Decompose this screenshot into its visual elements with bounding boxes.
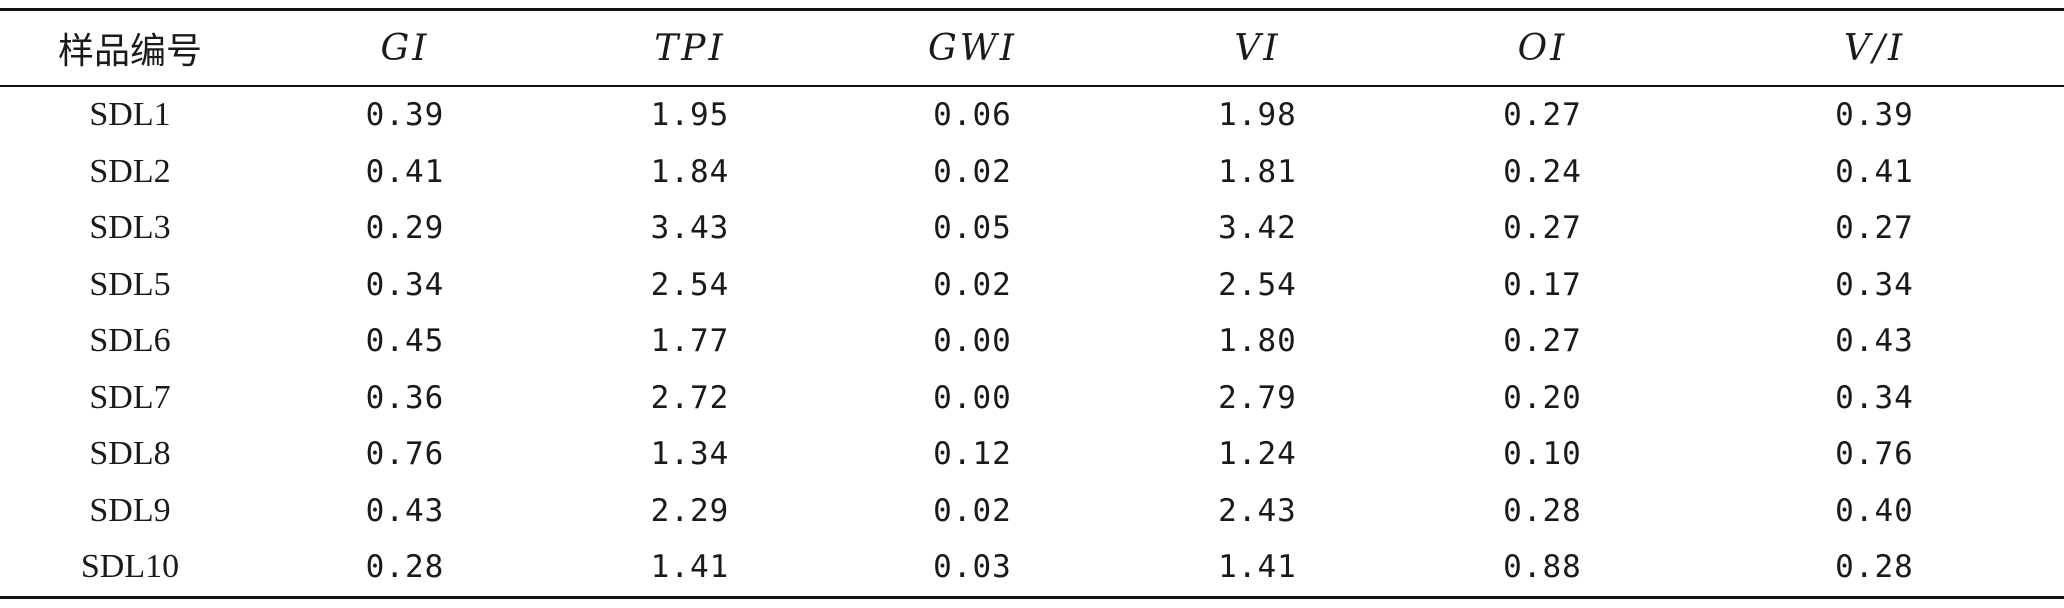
cell-gi: 0.43 [365,492,445,529]
header-row: 样品编号 GI TPI GWI VI OI V/I [0,9,2064,86]
cell-gwi: 0.03 [933,549,1012,586]
cell-oi: 0.27 [1503,323,1582,360]
table-row: SDL1 0.39 1.95 0.06 1.98 0.27 0.39 [0,86,2064,144]
cell-oi: 0.88 [1503,549,1582,586]
cell-v-over-i: 0.76 [1835,436,1914,473]
cell-gwi: 0.00 [933,323,1012,360]
cell-tpi: 2.29 [650,492,730,529]
cell-gi: 0.36 [365,379,445,416]
cell-v-over-i: 0.34 [1835,379,1914,416]
cell-sample-id: SDL7 [89,378,171,416]
cell-vi: 2.43 [1218,492,1297,529]
cell-tpi: 1.77 [650,323,730,360]
header-oi: OI [1517,27,1568,69]
cell-gwi: 0.02 [933,153,1012,190]
cell-sample-id: SDL9 [89,491,171,529]
cell-oi: 0.24 [1503,153,1582,190]
cell-v-over-i: 0.34 [1835,266,1914,303]
cell-tpi: 2.72 [650,379,730,416]
cell-v-over-i: 0.41 [1835,153,1914,190]
cell-gi: 0.45 [365,323,445,360]
cell-gwi: 0.12 [933,436,1012,473]
cell-oi: 0.27 [1503,97,1582,134]
index-table: 样品编号 GI TPI GWI VI OI V/I SDL1 0.39 1.95… [0,8,2064,599]
cell-sample-id: SDL8 [89,435,171,473]
cell-tpi: 1.41 [650,549,730,586]
table-row: SDL2 0.41 1.84 0.02 1.81 0.24 0.41 [0,144,2064,201]
cell-v-over-i: 0.28 [1835,549,1914,586]
cell-vi: 1.24 [1218,436,1297,473]
cell-v-over-i: 0.27 [1835,210,1914,247]
table-row: SDL10 0.28 1.41 0.03 1.41 0.88 0.28 [0,539,2064,597]
table-header: 样品编号 GI TPI GWI VI OI V/I [0,9,2064,86]
cell-gi: 0.29 [365,210,445,247]
cell-tpi: 1.34 [650,436,730,473]
header-tpi: TPI [654,27,726,69]
cell-tpi: 1.95 [650,97,730,134]
cell-sample-id: SDL3 [89,209,171,247]
cell-vi: 1.80 [1218,323,1297,360]
header-sample-id: 样品编号 [57,31,202,72]
cell-gwi: 0.02 [933,492,1012,529]
cell-gwi: 0.06 [933,97,1012,134]
cell-gi: 0.39 [365,97,445,134]
cell-vi: 1.98 [1218,97,1297,134]
cell-gi: 0.76 [365,436,445,473]
cell-tpi: 3.43 [650,210,730,247]
cell-tpi: 2.54 [650,266,730,303]
cell-sample-id: SDL2 [89,152,171,190]
table-row: SDL8 0.76 1.34 0.12 1.24 0.10 0.76 [0,426,2064,483]
table-row: SDL3 0.29 3.43 0.05 3.42 0.27 0.27 [0,200,2064,257]
cell-sample-id: SDL5 [89,265,171,303]
cell-gi: 0.41 [365,153,445,190]
cell-v-over-i: 0.40 [1835,492,1914,529]
cell-oi: 0.17 [1503,266,1582,303]
cell-v-over-i: 0.39 [1835,97,1914,134]
cell-gi: 0.28 [365,549,445,586]
header-gi: GI [380,27,430,69]
cell-v-over-i: 0.43 [1835,323,1914,360]
cell-sample-id: SDL10 [80,548,180,586]
table-body: SDL1 0.39 1.95 0.06 1.98 0.27 0.39 SDL2 … [0,86,2064,597]
data-table-container: 样品编号 GI TPI GWI VI OI V/I SDL1 0.39 1.95… [0,8,2064,599]
cell-gwi: 0.05 [933,210,1012,247]
cell-oi: 0.10 [1503,436,1582,473]
cell-oi: 0.27 [1503,210,1582,247]
header-vi: VI [1234,27,1281,69]
cell-sample-id: SDL6 [89,322,171,360]
table-row: SDL5 0.34 2.54 0.02 2.54 0.17 0.34 [0,257,2064,314]
cell-gwi: 0.02 [933,266,1012,303]
cell-vi: 3.42 [1218,210,1297,247]
table-row: SDL9 0.43 2.29 0.02 2.43 0.28 0.40 [0,483,2064,540]
cell-vi: 1.41 [1218,549,1297,586]
cell-oi: 0.28 [1503,492,1582,529]
cell-oi: 0.20 [1503,379,1582,416]
cell-vi: 2.79 [1218,379,1297,416]
cell-tpi: 1.84 [650,153,730,190]
table-row: SDL7 0.36 2.72 0.00 2.79 0.20 0.34 [0,370,2064,427]
table-row: SDL6 0.45 1.77 0.00 1.80 0.27 0.43 [0,313,2064,370]
cell-vi: 2.54 [1218,266,1297,303]
cell-gi: 0.34 [365,266,445,303]
cell-sample-id: SDL1 [89,96,171,134]
header-v-over-i: V/I [1843,27,1906,69]
cell-gwi: 0.00 [933,379,1012,416]
header-gwi: GWI [928,27,1017,69]
cell-vi: 1.81 [1218,153,1297,190]
